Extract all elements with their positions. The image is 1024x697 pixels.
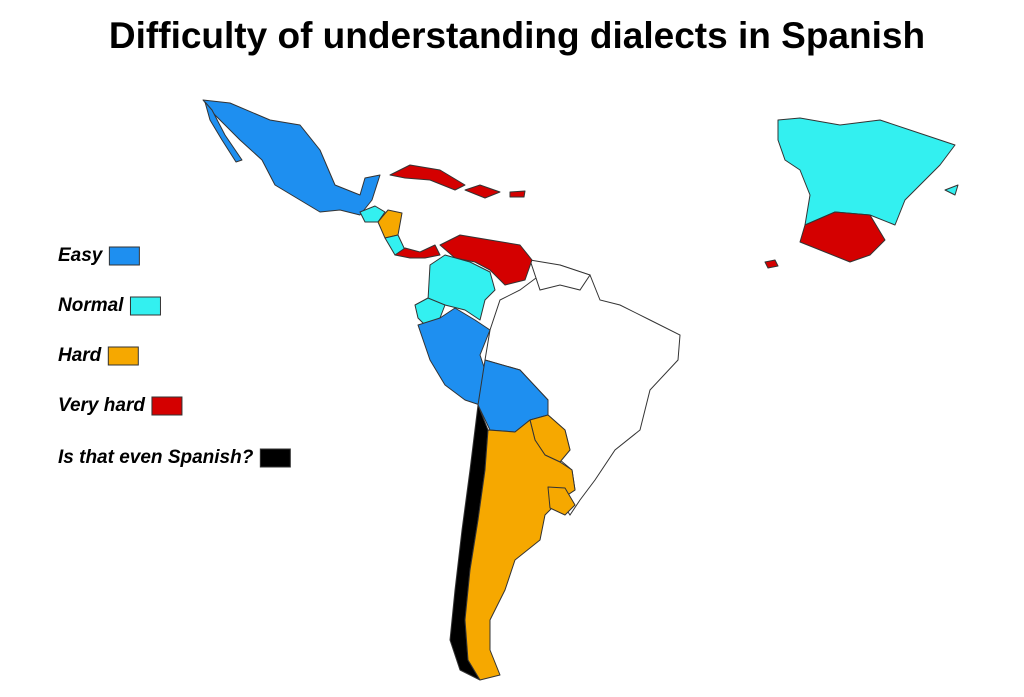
puerto-rico <box>509 190 526 198</box>
hispaniola <box>464 184 501 199</box>
argentina <box>464 419 576 681</box>
balearic-islands <box>944 184 959 196</box>
honduras <box>377 209 403 239</box>
guianas <box>529 259 591 291</box>
legend-label: Is that even Spanish? <box>58 447 254 468</box>
cuba <box>389 164 466 191</box>
legend-label: Easy <box>58 245 104 266</box>
peru <box>417 307 491 406</box>
legend: Easy Normal Hard Very hard Is that even Span… <box>58 245 291 468</box>
spain <box>777 117 956 226</box>
panama-costa-rica <box>394 244 441 259</box>
legend-label: Hard <box>58 345 102 366</box>
venezuela <box>439 234 533 286</box>
guatemala <box>359 205 386 223</box>
legend-swatch <box>151 396 183 416</box>
legend-swatch <box>107 346 139 366</box>
legend-swatch <box>129 296 161 316</box>
map-title: Difficulty of understanding dialects in … <box>109 15 925 56</box>
legend-label: Very hard <box>58 395 145 416</box>
mexico <box>202 99 381 216</box>
canary-islands <box>764 259 779 269</box>
legend-label: Normal <box>58 295 124 316</box>
legend-swatch <box>108 246 140 266</box>
andalusia <box>799 211 886 263</box>
legend-swatch <box>259 448 291 468</box>
baja-california <box>204 101 243 163</box>
uruguay <box>547 486 576 516</box>
